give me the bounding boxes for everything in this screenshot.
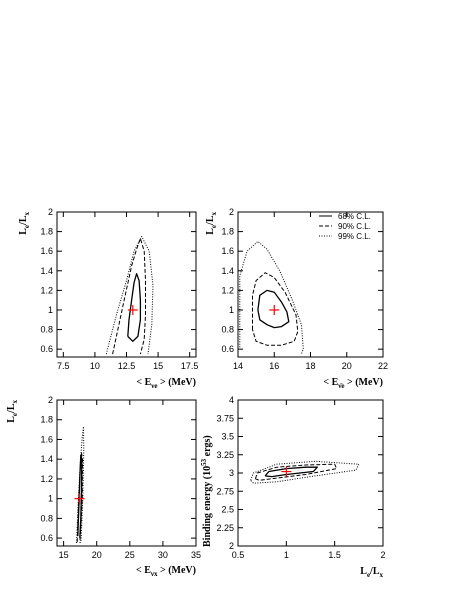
y-tick-label: 1.6: [221, 246, 234, 256]
legend-label: 90% C.L.: [338, 222, 371, 231]
y-tick-label: 2.5: [221, 505, 234, 515]
x-tick-label: 15: [153, 361, 163, 371]
contour-dotted: [76, 426, 85, 544]
contour-group: [105, 236, 154, 355]
best-fit-marker: [74, 493, 85, 504]
y-tick-label: 2.75: [216, 486, 234, 496]
x-axis-label: < Eνe > (MeV): [136, 377, 196, 390]
y-tick-label: 3.5: [221, 432, 234, 442]
best-fit-marker: [127, 304, 138, 315]
x-tick-label: 30: [158, 550, 168, 560]
y-tick-label: 1.4: [40, 266, 53, 276]
x-tick-label: 20: [92, 550, 102, 560]
x-tick-label: 16: [269, 361, 279, 371]
contour-dashed: [252, 272, 299, 346]
contour-dashed: [254, 463, 338, 481]
tick-group: 15 20 25 30 35 0.6 0.8 1 1.2 1.4 1.6 1.8 2: [40, 395, 201, 560]
y-tick-label: 2: [48, 207, 53, 217]
y-tick-label: 1: [229, 305, 234, 315]
x-tick-label: 14: [233, 361, 243, 371]
tick-group: 7.5 10 12.5 15 17.5 0.6 0.8 1 1.2 1.4 1.6 1.8 2: [40, 207, 198, 371]
contour-dotted: [250, 460, 360, 484]
y-tick-label: 1: [48, 305, 53, 315]
y-tick-label: 4: [229, 395, 234, 405]
x-axis-label: < Eνx > (MeV): [136, 565, 196, 578]
x-tick-label: 12.5: [118, 361, 136, 371]
y-tick-label: 1.2: [40, 285, 53, 295]
contour-dotted: [239, 240, 304, 355]
y-tick-label: 2: [48, 395, 53, 405]
tick-group: 14 16 18 20 22 0.6 0.8 1 1.2 1.4 1.6 1.8 2: [221, 207, 388, 371]
y-tick-label: 1: [48, 494, 53, 504]
legend: 68% C.L.90% C.L.99% C.L.: [319, 212, 371, 241]
y-tick-label: 1.8: [40, 415, 53, 425]
contour-group: [239, 240, 304, 355]
x-tick-label: 1: [284, 550, 289, 560]
y-axis-label: Le/Lx: [6, 400, 19, 423]
x-axis-label: Le/Lx: [360, 566, 383, 579]
x-tick-label: 25: [125, 550, 135, 560]
y-tick-label: 3: [229, 468, 234, 478]
contour-solid: [264, 466, 318, 478]
legend-label: 68% C.L.: [338, 212, 371, 221]
best-fit-marker: [269, 304, 280, 315]
y-tick-label: 0.6: [40, 533, 53, 543]
y-tick-label: 1.4: [40, 454, 53, 464]
y-axis-label: Le/Lx: [205, 212, 218, 235]
contour-solid: [127, 273, 142, 342]
y-axis-label: Le/Lx: [18, 212, 31, 235]
plot-frame: [56, 399, 197, 547]
x-tick-label: 20: [342, 361, 352, 371]
contour-group: [250, 460, 360, 484]
y-tick-label: 0.6: [40, 344, 53, 354]
y-tick-label: 3.75: [216, 413, 234, 423]
legend-label: 99% C.L.: [338, 232, 371, 241]
panel-top-right: 14 16 18 20 220.60.811.21.41.61.82 68% C.L.9…: [205, 207, 388, 390]
plot-frame: [237, 399, 384, 547]
x-tick-label: 17.5: [181, 361, 199, 371]
x-tick-label: 18: [305, 361, 315, 371]
contour-dashed: [112, 238, 146, 355]
panel-top-left: 7.5 10 12.5 15 17.5 0.6 0.8 1 1.2 1.4 1.6 1.8 2 < Eν…: [18, 207, 198, 390]
y-tick-label: 1.2: [40, 474, 53, 484]
y-tick-label: 0.8: [221, 325, 234, 335]
y-tick-label: 1.4: [221, 266, 234, 276]
x-tick-label: 15: [59, 550, 69, 560]
y-tick-label: 2: [229, 207, 234, 217]
y-tick-label: 1.2: [221, 285, 234, 295]
x-axis-label-sub: νe: [150, 382, 157, 390]
x-tick-label: 10: [90, 361, 100, 371]
tick-group: 0.5 1 1.5 2 2 2.25 2.5 2.75 3 3.25 3.5 3.75 4: [216, 395, 385, 560]
x-tick-label: 7.5: [57, 361, 70, 371]
contour-group: [76, 426, 85, 544]
plot-frame: [56, 211, 197, 358]
contour-solid: [257, 289, 290, 329]
x-tick-label: 2: [380, 550, 385, 560]
x-tick-label: 35: [191, 550, 201, 560]
panel-bottom-left: 15 20 25 30 35 0.6 0.8 1 1.2 1.4 1.6 1.8 2 < Eνx > (…: [6, 395, 201, 578]
y-tick-label: 3.25: [216, 450, 234, 460]
y-tick-label: 0.6: [221, 344, 234, 354]
x-tick-label: 0.5: [232, 550, 245, 560]
y-tick-label: 1.8: [40, 227, 53, 237]
y-tick-label: 2: [229, 541, 234, 551]
y-tick-label: 1.6: [40, 246, 53, 256]
contour-dotted: [105, 236, 154, 355]
x-tick-label: 22: [378, 361, 388, 371]
y-tick-label: 2.25: [216, 523, 234, 533]
y-tick-label: 0.8: [40, 325, 53, 335]
y-tick-label: 1.8: [221, 227, 234, 237]
y-axis-label: Binding energy (1053 ergs): [200, 435, 213, 547]
y-tick-label: 0.8: [40, 513, 53, 523]
y-tick-label: 1.6: [40, 434, 53, 444]
x-tick-label: 1.5: [328, 550, 341, 560]
best-fit-marker: [281, 466, 292, 477]
x-axis-label: < Eν̄e > (MeV): [323, 377, 383, 390]
